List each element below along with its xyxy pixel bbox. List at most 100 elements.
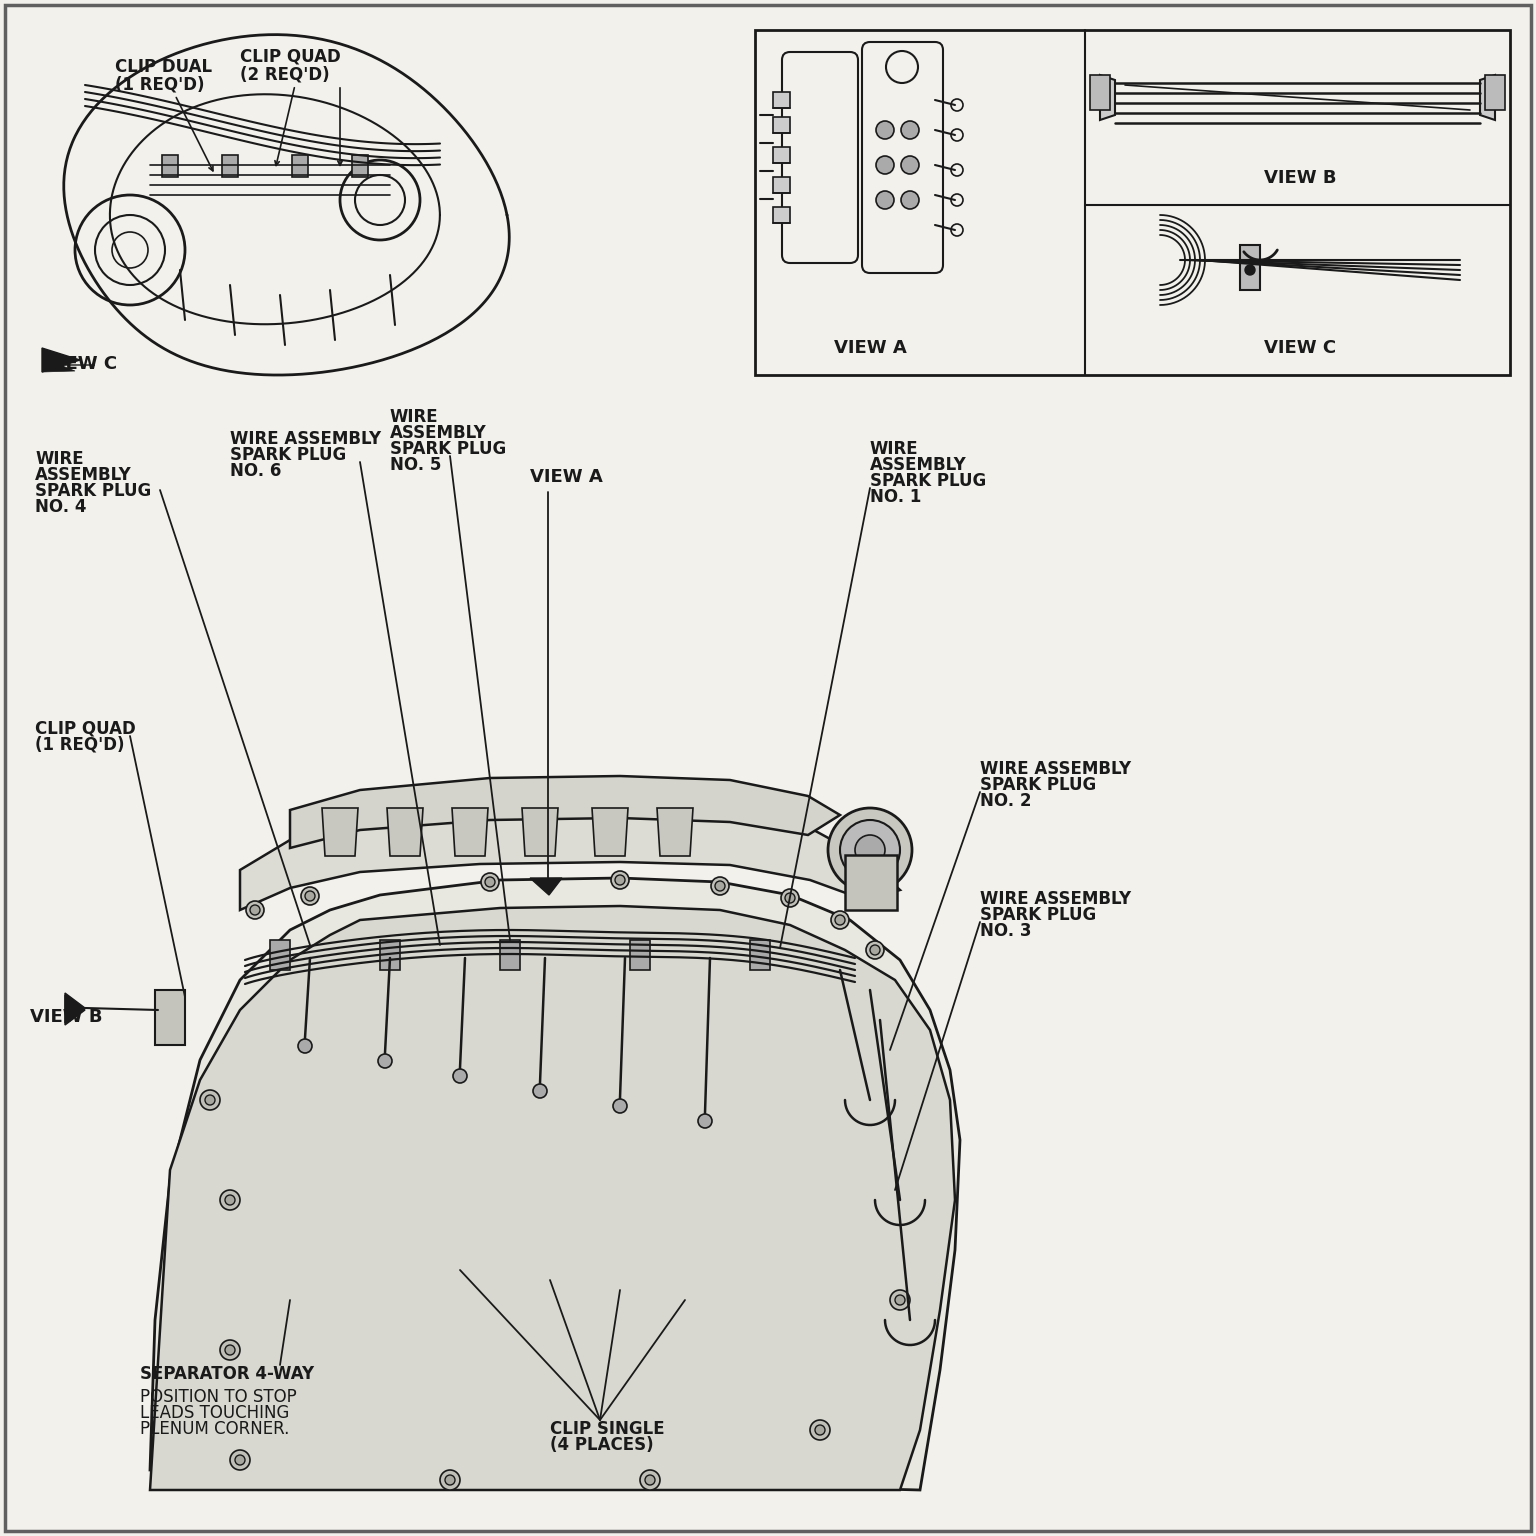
Circle shape: [230, 1450, 250, 1470]
Circle shape: [481, 872, 499, 891]
Text: WIRE ASSEMBLY: WIRE ASSEMBLY: [230, 430, 381, 449]
FancyBboxPatch shape: [862, 41, 943, 273]
Bar: [773, 177, 790, 194]
Circle shape: [951, 224, 963, 237]
Text: CLIP QUAD: CLIP QUAD: [35, 720, 135, 737]
Polygon shape: [151, 906, 955, 1490]
Circle shape: [485, 877, 495, 886]
Circle shape: [876, 157, 894, 174]
Circle shape: [902, 157, 919, 174]
Circle shape: [355, 175, 406, 224]
Text: NO. 5: NO. 5: [390, 456, 441, 475]
Text: NO. 2: NO. 2: [980, 793, 1032, 809]
Polygon shape: [452, 808, 488, 856]
Text: (4 PLACES): (4 PLACES): [550, 1436, 654, 1455]
Circle shape: [816, 1425, 825, 1435]
Circle shape: [951, 129, 963, 141]
Circle shape: [856, 836, 885, 865]
Polygon shape: [151, 879, 960, 1490]
Text: SPARK PLUG: SPARK PLUG: [35, 482, 151, 501]
Circle shape: [235, 1455, 246, 1465]
Text: WIRE ASSEMBLY: WIRE ASSEMBLY: [980, 760, 1130, 779]
Circle shape: [869, 945, 880, 955]
Circle shape: [836, 915, 845, 925]
Circle shape: [902, 190, 919, 209]
Text: SPARK PLUG: SPARK PLUG: [230, 445, 346, 464]
Text: (1 REQ'D): (1 REQ'D): [35, 736, 124, 754]
Circle shape: [951, 164, 963, 177]
Text: ASSEMBLY: ASSEMBLY: [35, 465, 132, 484]
Bar: [352, 155, 369, 177]
Circle shape: [831, 911, 849, 929]
Bar: [155, 991, 184, 1044]
Bar: [1091, 75, 1111, 111]
Bar: [750, 940, 770, 971]
Text: PLENUM CORNER.: PLENUM CORNER.: [140, 1419, 289, 1438]
Circle shape: [866, 942, 885, 958]
Text: (1 REQ'D): (1 REQ'D): [115, 75, 204, 94]
Text: VIEW C: VIEW C: [1264, 339, 1336, 356]
Circle shape: [378, 1054, 392, 1068]
Circle shape: [951, 194, 963, 206]
Text: SPARK PLUG: SPARK PLUG: [390, 439, 507, 458]
Circle shape: [339, 160, 419, 240]
Circle shape: [250, 905, 260, 915]
Text: VIEW B: VIEW B: [31, 1008, 103, 1026]
Bar: [161, 155, 178, 177]
Text: SPARK PLUG: SPARK PLUG: [980, 906, 1097, 925]
Circle shape: [224, 1195, 235, 1206]
Text: ASSEMBLY: ASSEMBLY: [390, 424, 487, 442]
Text: VIEW B: VIEW B: [1264, 169, 1336, 187]
Bar: [773, 117, 790, 134]
Text: NO. 3: NO. 3: [980, 922, 1032, 940]
Text: NO. 6: NO. 6: [230, 462, 281, 479]
Polygon shape: [387, 808, 422, 856]
Polygon shape: [65, 992, 84, 1023]
Circle shape: [439, 1470, 459, 1490]
Polygon shape: [1100, 75, 1115, 120]
Text: WIRE: WIRE: [869, 439, 919, 458]
Text: (2 REQ'D): (2 REQ'D): [240, 65, 330, 83]
Circle shape: [828, 808, 912, 892]
Polygon shape: [530, 879, 562, 895]
Circle shape: [889, 1290, 909, 1310]
Circle shape: [611, 871, 630, 889]
Polygon shape: [41, 358, 95, 372]
Bar: [501, 940, 521, 971]
Circle shape: [200, 1091, 220, 1111]
Circle shape: [951, 98, 963, 111]
Circle shape: [220, 1339, 240, 1359]
Circle shape: [785, 892, 796, 903]
Polygon shape: [323, 808, 358, 856]
Circle shape: [301, 886, 319, 905]
Circle shape: [613, 1098, 627, 1114]
Polygon shape: [240, 806, 900, 909]
Text: ASSEMBLY: ASSEMBLY: [869, 456, 966, 475]
Bar: [223, 155, 238, 177]
Circle shape: [445, 1475, 455, 1485]
Circle shape: [886, 51, 919, 83]
Circle shape: [780, 889, 799, 906]
Text: NO. 4: NO. 4: [35, 498, 86, 516]
Text: WIRE: WIRE: [35, 450, 83, 468]
Circle shape: [95, 215, 164, 286]
Circle shape: [1246, 266, 1255, 275]
Circle shape: [224, 1346, 235, 1355]
Text: LEADS TOUCHING: LEADS TOUCHING: [140, 1404, 289, 1422]
Circle shape: [876, 190, 894, 209]
Polygon shape: [657, 808, 693, 856]
Bar: [845, 856, 897, 909]
Text: WIRE: WIRE: [390, 409, 439, 425]
Polygon shape: [41, 349, 80, 372]
Bar: [1240, 246, 1260, 290]
Text: CLIP SINGLE: CLIP SINGLE: [550, 1419, 665, 1438]
Bar: [773, 207, 790, 223]
Polygon shape: [65, 995, 84, 1025]
Circle shape: [453, 1069, 467, 1083]
Circle shape: [614, 876, 625, 885]
Circle shape: [840, 820, 900, 880]
Circle shape: [902, 121, 919, 138]
Bar: [773, 147, 790, 163]
Bar: [773, 92, 790, 108]
Bar: [630, 940, 650, 971]
